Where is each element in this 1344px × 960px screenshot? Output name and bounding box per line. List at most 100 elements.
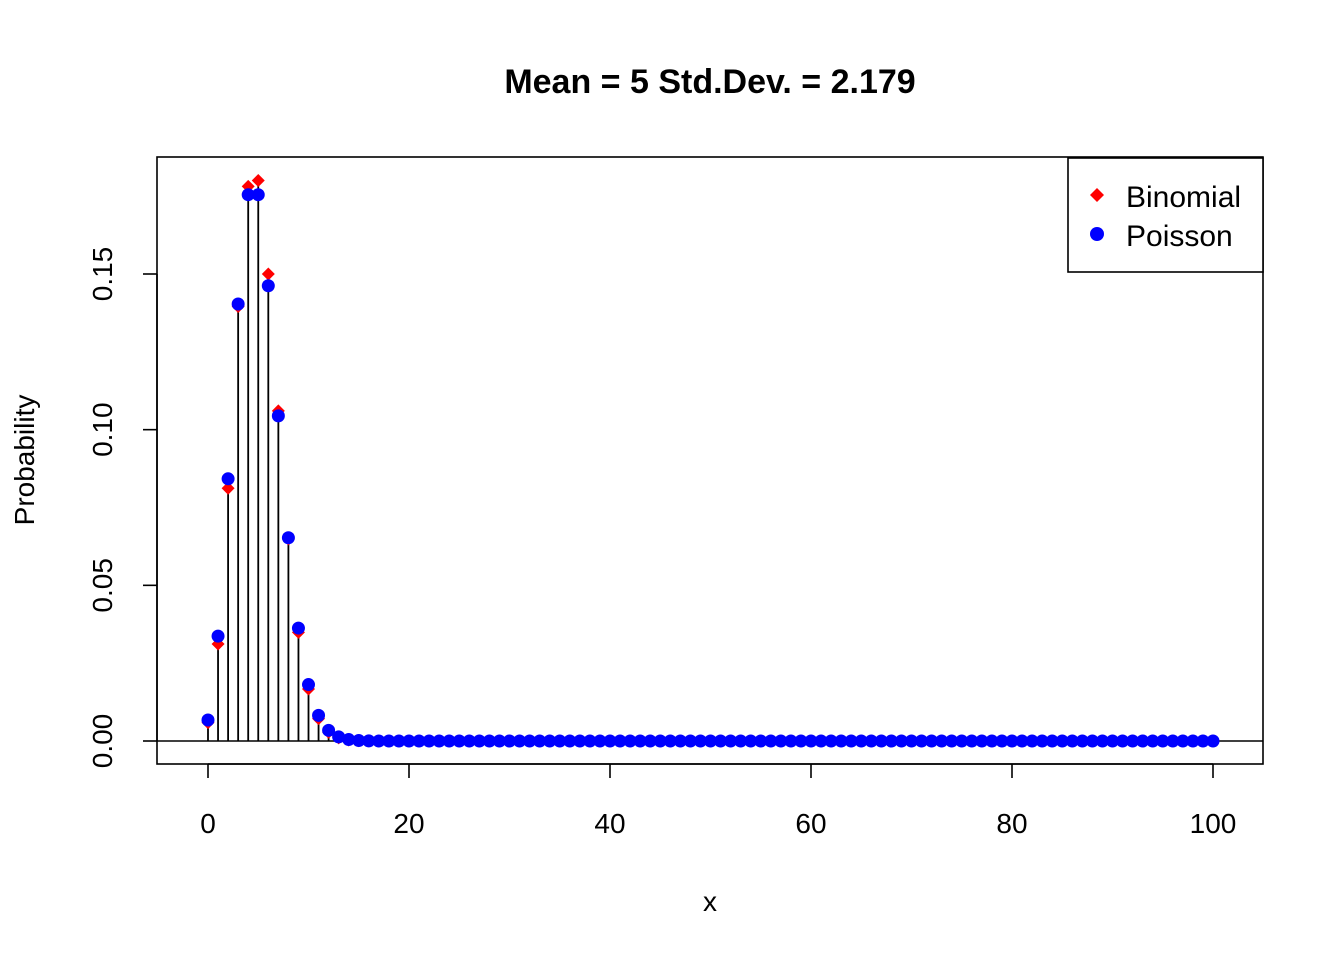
- poisson-point: [261, 279, 275, 293]
- poisson-point: [503, 734, 516, 748]
- x-tick-label: 100: [1190, 808, 1237, 839]
- poisson-point: [291, 621, 305, 635]
- x-tick-label: 20: [393, 808, 424, 839]
- poisson-point: [784, 734, 798, 748]
- poisson-point: [372, 734, 386, 748]
- poisson-point: [492, 734, 506, 748]
- poisson-point: [422, 734, 436, 748]
- poisson-point: [452, 734, 466, 748]
- poisson-point: [794, 734, 808, 748]
- poisson-point: [854, 734, 868, 748]
- poisson-point: [724, 734, 738, 748]
- poisson-point: [472, 734, 486, 748]
- poisson-point: [513, 734, 527, 748]
- poisson-point: [764, 734, 778, 748]
- poisson-point: [382, 734, 396, 748]
- poisson-point: [774, 734, 788, 748]
- poisson-point: [342, 733, 356, 747]
- poisson-point: [1106, 734, 1119, 748]
- poisson-point: [583, 734, 597, 748]
- y-axis: 0.00 0.05 0.10 0.15: [87, 247, 158, 768]
- poisson-point: [653, 734, 667, 748]
- x-tick-label: 40: [594, 808, 625, 839]
- binomial-point: [261, 267, 275, 281]
- poisson-point: [1176, 734, 1190, 748]
- poisson-point: [925, 734, 939, 748]
- poisson-point: [1025, 734, 1039, 748]
- poisson-point: [864, 734, 878, 748]
- poisson-point: [1045, 734, 1059, 748]
- poisson-point: [241, 188, 255, 202]
- poisson-point: [402, 734, 416, 748]
- poisson-point: [392, 734, 406, 748]
- poisson-point: [834, 734, 848, 748]
- poisson-point: [693, 734, 707, 748]
- poisson-point: [271, 409, 285, 423]
- poisson-point: [211, 629, 225, 643]
- y-axis-label: Probability: [9, 395, 40, 526]
- poisson-point: [1085, 734, 1099, 748]
- poisson-point: [482, 734, 496, 748]
- poisson-point: [462, 734, 476, 748]
- poisson-point: [533, 734, 547, 748]
- poisson-point: [975, 734, 989, 748]
- chart-title: Mean = 5 Std.Dev. = 2.179: [504, 63, 915, 101]
- poisson-point: [884, 734, 898, 748]
- poisson-point: [302, 678, 315, 692]
- poisson-point: [362, 734, 376, 748]
- x-axis-label: x: [703, 886, 717, 917]
- poisson-point: [1186, 734, 1200, 748]
- poisson-point: [281, 531, 295, 545]
- poisson-point: [894, 734, 908, 748]
- poisson-point: [633, 734, 647, 748]
- poisson-point: [432, 734, 446, 748]
- poisson-point: [734, 734, 748, 748]
- poisson-point: [251, 188, 265, 202]
- poisson-point: [1146, 734, 1160, 748]
- poisson-point: [663, 734, 677, 748]
- poisson-point: [1136, 734, 1150, 748]
- poisson-series: [201, 188, 1220, 748]
- poisson-point: [1005, 734, 1019, 748]
- poisson-point: [1126, 734, 1140, 748]
- poisson-point: [613, 734, 627, 748]
- poisson-point: [563, 734, 577, 748]
- poisson-point: [1196, 734, 1210, 748]
- legend-binomial-label: Binomial: [1126, 181, 1241, 214]
- legend-poisson-marker: [1090, 227, 1104, 241]
- poisson-point: [985, 734, 999, 748]
- poisson-point: [623, 734, 637, 748]
- poisson-point: [814, 734, 828, 748]
- y-tick-label: 0.15: [87, 247, 118, 302]
- poisson-point: [995, 734, 1009, 748]
- poisson-point: [593, 734, 607, 748]
- poisson-point: [673, 734, 687, 748]
- poisson-point: [523, 734, 537, 748]
- poisson-point: [683, 734, 697, 748]
- poisson-point: [824, 734, 838, 748]
- x-axis: 0 20 40 60 80 100: [200, 763, 1237, 839]
- poisson-point: [905, 734, 918, 748]
- poisson-point: [643, 734, 657, 748]
- poisson-point: [744, 734, 758, 748]
- poisson-point: [1035, 734, 1049, 748]
- legend: Binomial Poisson: [1067, 157, 1264, 273]
- poisson-point: [1095, 734, 1109, 748]
- poisson-point: [412, 734, 426, 748]
- poisson-point: [955, 734, 969, 748]
- binomial-series: [201, 174, 1220, 748]
- poisson-point: [915, 734, 929, 748]
- poisson-point: [231, 297, 245, 311]
- poisson-point: [201, 713, 215, 727]
- legend-binomial-marker: [1090, 188, 1104, 202]
- poisson-point: [1156, 734, 1170, 748]
- legend-box: [1067, 157, 1264, 273]
- legend-poisson-label: Poisson: [1126, 220, 1233, 253]
- poisson-point: [312, 708, 326, 722]
- poisson-point: [945, 734, 959, 748]
- binomial-point: [221, 481, 235, 495]
- poisson-point: [935, 734, 949, 748]
- poisson-point: [714, 734, 728, 748]
- poisson-point: [1055, 734, 1069, 748]
